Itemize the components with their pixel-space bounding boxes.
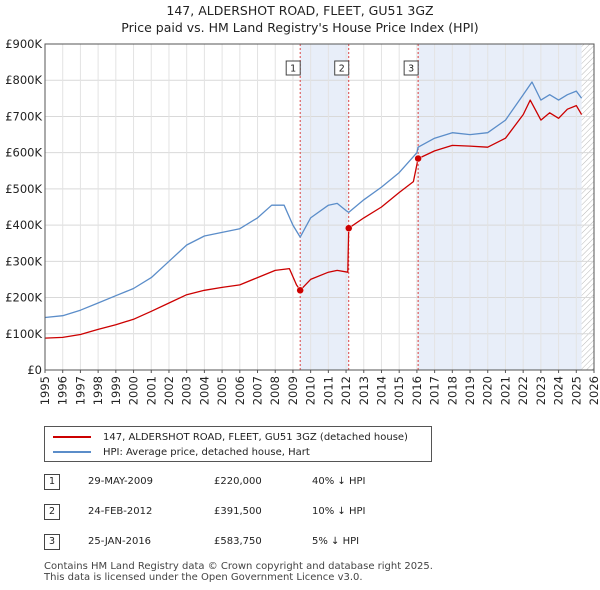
x-tick-label: 2010: [304, 376, 318, 405]
price-chart: 1 2 3 £0 £100K £200K £300K £400K £500K £600K £700…: [5, 37, 600, 405]
y-tick-label: £900K: [5, 37, 42, 51]
chart-title-line2: Price paid vs. HM Land Registry's House …: [121, 20, 479, 35]
x-tick-label: 1996: [56, 376, 70, 405]
x-tick-label: 2019: [463, 376, 477, 405]
y-tick-label: £800K: [5, 73, 42, 87]
legend-label-property: 147, ALDERSHOT ROAD, FLEET, GU51 3GZ (de…: [103, 431, 408, 443]
x-tick-label: 2008: [268, 376, 282, 405]
sale-point: [414, 154, 422, 163]
x-tick-label: 2014: [374, 376, 388, 405]
x-tick-label: 2024: [552, 376, 566, 405]
sale-number-badge: 1: [44, 474, 60, 490]
sale-price: £583,750: [214, 536, 262, 547]
x-tick-label: 2015: [392, 376, 406, 405]
x-tick-label: 2006: [233, 376, 247, 405]
legend: 147, ALDERSHOT ROAD, FLEET, GU51 3GZ (de…: [44, 426, 432, 462]
sale-marker-box: [403, 60, 419, 76]
sale-number-badge: 3: [44, 534, 60, 550]
forecast-hatch: [581, 44, 594, 370]
y-tick-label: £0: [27, 363, 42, 377]
footer-licence: This data is licensed under the Open Gov…: [44, 572, 363, 583]
legend-label-hpi: HPI: Average price, detached house, Hart: [103, 446, 310, 458]
legend-line-property: [53, 436, 91, 438]
y-tick-label: £500K: [5, 182, 42, 196]
sale-price: £391,500: [214, 506, 262, 517]
x-tick-label: 2025: [569, 376, 583, 405]
y-tick-label: £300K: [5, 254, 42, 268]
x-tick-label: 2011: [321, 376, 335, 405]
sale-date: 24-FEB-2012: [88, 506, 153, 517]
x-tick-label: 2022: [516, 376, 530, 405]
x-tick-label: 2013: [357, 376, 371, 405]
x-tick-label: 1999: [109, 376, 123, 405]
x-tick-label: 2026: [587, 376, 600, 405]
x-tick-label: 2023: [534, 376, 548, 405]
sale-marker-label: 3: [408, 64, 414, 75]
x-tick-label: 2002: [162, 376, 176, 405]
x-tick-label: 2001: [144, 376, 158, 405]
sale-row: 1 29-MAY-2009 £220,000 40% ↓ HPI: [44, 474, 404, 492]
y-tick-label: £700K: [5, 109, 42, 123]
sale-date: 29-MAY-2009: [88, 476, 154, 487]
sale-point: [296, 286, 304, 295]
plot-frame: [44, 43, 595, 371]
shaded-region: [418, 44, 582, 370]
x-tick-label: 2021: [498, 376, 512, 405]
sale-marker-label: 2: [339, 64, 345, 75]
x-tick-label: 2004: [197, 376, 211, 405]
y-tick-label: £400K: [5, 218, 42, 232]
footer: Contains HM Land Registry data © Crown c…: [44, 561, 433, 583]
x-tick-label: 1998: [91, 376, 105, 405]
x-tick-label: 2018: [445, 376, 459, 405]
hpi-line: [44, 81, 583, 319]
y-tick-label: £600K: [5, 146, 42, 160]
x-tick-label: 2020: [481, 376, 495, 405]
x-tick-label: 2017: [428, 376, 442, 405]
legend-item-hpi: HPI: Average price, detached house, Hart: [53, 445, 310, 459]
legend-item-property: 147, ALDERSHOT ROAD, FLEET, GU51 3GZ (de…: [53, 430, 408, 444]
x-tick-label: 2003: [180, 376, 194, 405]
x-tick-label: 1997: [73, 376, 87, 405]
sale-marker-box: [285, 60, 301, 76]
sale-date: 25-JAN-2016: [88, 536, 152, 547]
sale-hpi-diff: 5% ↓ HPI: [312, 536, 360, 547]
x-tick-label: 2016: [410, 376, 424, 405]
chart-title-line1: 147, ALDERSHOT ROAD, FLEET, GU51 3GZ: [166, 3, 434, 18]
sale-row: 2 24-FEB-2012 £391,500 10% ↓ HPI: [44, 504, 404, 522]
legend-line-hpi: [53, 451, 91, 453]
sale-number-badge: 2: [44, 504, 60, 520]
x-tick-label: 2012: [339, 376, 353, 405]
y-tick-label: £100K: [5, 327, 42, 341]
y-tick-label: £200K: [5, 291, 42, 305]
x-tick-label: 1995: [38, 376, 52, 405]
sale-hpi-diff: 10% ↓ HPI: [312, 506, 366, 517]
x-tick-label: 2000: [127, 376, 141, 405]
property-price-line: [44, 99, 583, 339]
sale-row: 3 25-JAN-2016 £583,750 5% ↓ HPI: [44, 534, 404, 552]
sale-marker-box: [334, 60, 350, 76]
sale-marker-label: 1: [290, 64, 296, 75]
sale-point: [344, 224, 353, 232]
sale-price: £220,000: [214, 476, 262, 487]
x-tick-label: 2009: [286, 376, 300, 405]
sale-hpi-diff: 40% ↓ HPI: [312, 476, 366, 487]
x-tick-label: 2007: [251, 376, 265, 405]
x-tick-label: 2005: [215, 376, 229, 405]
footer-copyright: Contains HM Land Registry data © Crown c…: [44, 561, 433, 572]
